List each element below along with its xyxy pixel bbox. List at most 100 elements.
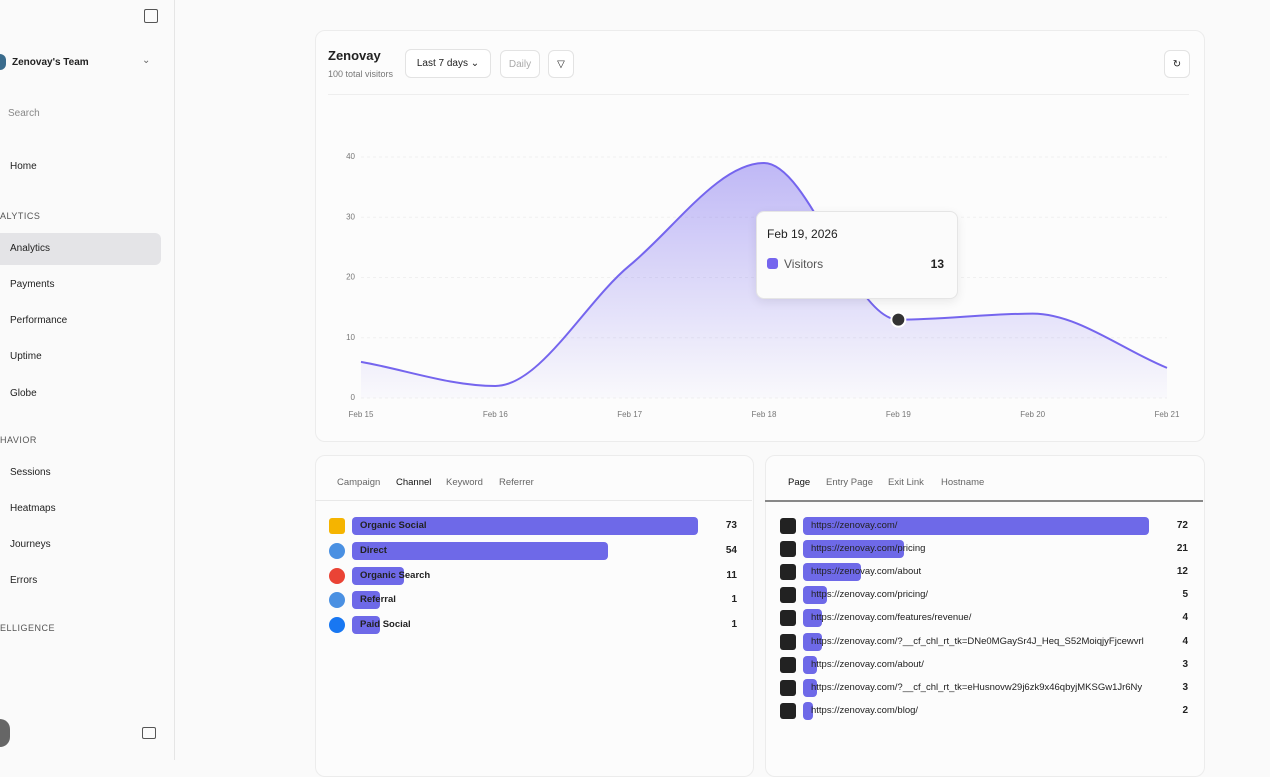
tooltip xyxy=(756,211,958,299)
tooltip-date: Feb 19, 2026 xyxy=(767,227,838,241)
sidebar-toggle[interactable] xyxy=(144,9,158,23)
row-icon xyxy=(780,702,796,719)
row-value: 72 xyxy=(1176,520,1188,531)
row-value: 54 xyxy=(725,544,737,556)
row-label: Referral xyxy=(360,594,396,606)
row-icon xyxy=(780,656,796,673)
divider xyxy=(765,500,1203,502)
interval-button[interactable]: Daily xyxy=(500,50,540,78)
row-value: 21 xyxy=(1176,543,1188,555)
row-icon xyxy=(780,587,796,604)
row-icon xyxy=(329,542,345,559)
row-value: 1 xyxy=(731,594,737,606)
site-title: Zenovay xyxy=(328,48,381,63)
bar xyxy=(803,586,828,605)
channel-card xyxy=(315,455,754,777)
chevron[interactable]: ⌄ xyxy=(142,55,151,66)
row-icon xyxy=(329,617,345,633)
tab[interactable]: Exit Link xyxy=(888,477,924,488)
x-tick-label: Feb 17 xyxy=(617,410,642,419)
row-label: https://zenovay.com/about xyxy=(811,566,922,578)
subtitle: 100 total visitors xyxy=(328,69,394,79)
row-label: Paid Social xyxy=(360,619,411,630)
nav-item[interactable]: Uptime xyxy=(10,351,42,362)
row-icon xyxy=(780,564,796,581)
row-label: https://zenovay.com/?__cf_chl_rt_tk=eHus… xyxy=(811,681,1143,693)
bar xyxy=(803,632,823,651)
x-tick-label: Feb 16 xyxy=(483,410,508,419)
tooltip-value: 13 xyxy=(930,257,944,271)
row-value: 2 xyxy=(1182,704,1188,716)
row-icon xyxy=(780,518,796,534)
row-label: https://zenovay.com/pricing/ xyxy=(811,589,929,601)
row-icon xyxy=(780,679,796,696)
bar xyxy=(803,655,818,674)
section-title[interactable]: HAVIOR xyxy=(0,435,37,445)
nav-item[interactable]: Analytics xyxy=(10,243,51,254)
bar xyxy=(803,517,1149,535)
nav-item[interactable]: Heatmaps xyxy=(10,503,56,514)
row-value: 3 xyxy=(1182,658,1188,670)
inbox-icon[interactable] xyxy=(142,727,156,739)
row-label: Organic Search xyxy=(360,569,431,581)
line xyxy=(360,162,1168,387)
divider xyxy=(328,94,1189,95)
refresh-button[interactable]: ↻ xyxy=(1164,50,1190,78)
y-tick-label: 10 xyxy=(346,333,355,342)
section-title[interactable]: ALYTICS xyxy=(0,211,41,221)
row-icon xyxy=(329,518,345,534)
range-label: Last 7 days xyxy=(416,58,468,69)
nav-item[interactable]: Sessions xyxy=(10,467,51,478)
nav-item[interactable]: Payments xyxy=(10,279,55,290)
tab[interactable]: Entry Page xyxy=(826,477,873,488)
row-value: 73 xyxy=(725,520,737,531)
tooltip-series: Visitors xyxy=(784,257,824,271)
bar xyxy=(803,540,904,559)
y-tick-label: 40 xyxy=(346,152,355,161)
tab[interactable]: Hostname xyxy=(941,477,985,488)
row-value: 12 xyxy=(1176,566,1188,578)
nav-item[interactable]: Errors xyxy=(10,575,38,586)
filter-button[interactable]: ▽ xyxy=(548,50,574,78)
x-tick-label: Feb 15 xyxy=(349,410,374,419)
bar xyxy=(803,701,813,720)
hover-point xyxy=(890,311,907,328)
row-value: 4 xyxy=(1182,635,1188,647)
y-tick-label: 30 xyxy=(346,212,355,221)
y-tick-label: 0 xyxy=(351,393,356,402)
nav-item[interactable]: Performance xyxy=(10,315,68,326)
bar xyxy=(803,563,861,582)
x-tick-label: Feb 19 xyxy=(886,410,911,419)
tab[interactable]: Channel xyxy=(396,477,432,488)
bar xyxy=(803,609,823,628)
nav-item[interactable]: Globe xyxy=(10,388,37,399)
bar xyxy=(803,678,818,697)
row-icon xyxy=(780,633,796,650)
row-value: 11 xyxy=(726,569,737,581)
page: Zenovay's Team ⌄ Search Home ALYTICS Ana… xyxy=(0,0,1205,777)
bar xyxy=(352,616,380,634)
nav-item[interactable]: Home xyxy=(10,161,37,172)
section-title[interactable]: ELLIGENCE xyxy=(0,623,56,633)
bar xyxy=(352,541,608,560)
row-value: 1 xyxy=(731,619,737,630)
row-label: https://zenovay.com/blog/ xyxy=(811,704,919,716)
search[interactable]: Search xyxy=(8,108,40,119)
row-value: 3 xyxy=(1182,681,1188,693)
row-label: https://zenovay.com/?__cf_chl_rt_tk=DNe0… xyxy=(811,635,1144,647)
bar xyxy=(352,517,698,535)
tab[interactable]: Referrer xyxy=(499,477,534,488)
range-button[interactable]: Last 7 days ⌄ xyxy=(405,49,491,78)
nav-item[interactable]: Journeys xyxy=(10,539,51,550)
tab[interactable]: Page xyxy=(788,477,811,488)
row-label: Organic Social xyxy=(360,520,427,531)
tab[interactable]: Campaign xyxy=(337,477,381,488)
active-bg xyxy=(0,233,161,265)
team-name[interactable]: Zenovay's Team xyxy=(12,57,89,68)
row-label: https://zenovay.com/features/revenue/ xyxy=(811,612,972,624)
y-tick-label: 20 xyxy=(346,273,355,282)
user-avatar[interactable] xyxy=(0,719,10,747)
divider xyxy=(315,500,752,501)
row-icon xyxy=(329,592,345,609)
tab[interactable]: Keyword xyxy=(446,477,483,488)
